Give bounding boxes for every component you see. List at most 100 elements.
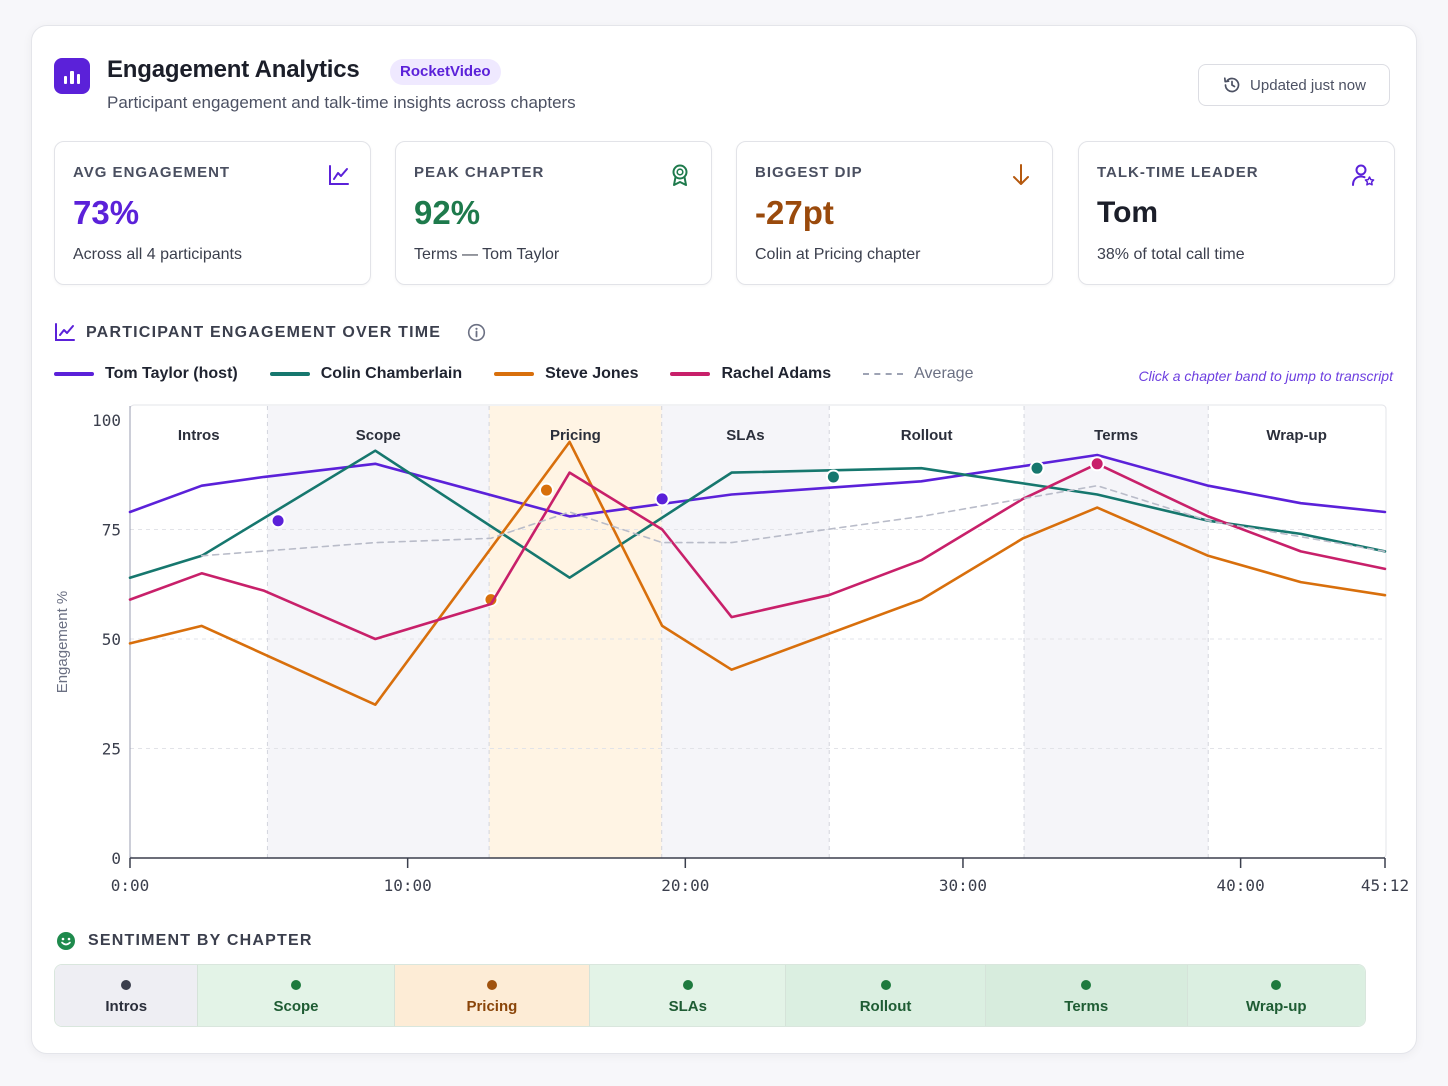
y-tick-label: 50 [102,630,121,649]
sentiment-dot [682,980,693,990]
arrow-down-icon [1013,164,1029,185]
chapter-label[interactable]: Wrap-up [1266,427,1327,444]
series-marker[interactable] [654,491,670,507]
page-title: Engagement Analytics [107,56,360,83]
updated-button[interactable]: Updated just now [1198,64,1390,106]
page-subtitle: Participant engagement and talk-time ins… [107,93,576,112]
chapter-label[interactable]: Rollout [901,427,953,444]
series-marker[interactable] [1029,460,1045,476]
sentiment-dot [1081,980,1092,990]
chapter-band-wrap-up[interactable] [1208,406,1385,858]
brand-badge: RocketVideo [390,59,501,85]
x-tick-label: 10:00 [384,876,432,895]
series-line-steve-jones[interactable] [128,440,1387,706]
legend-item[interactable]: Tom Taylor (host) [54,365,238,383]
chapter-band-intros[interactable] [130,406,267,858]
series-marker[interactable] [1089,456,1105,472]
series-line-colin-chamberlain[interactable] [128,449,1387,579]
chapter-band-slas[interactable] [661,406,830,858]
sentiment-chapter-terms[interactable]: Terms [985,965,1188,1026]
stat-label: PEAK CHAPTER [414,164,545,181]
legend-label: Steve Jones [545,365,639,382]
series-line-average[interactable] [200,484,1386,557]
stat-label: BIGGEST DIP [755,164,863,181]
legend-item[interactable]: Colin Chamberlain [269,365,463,383]
stat-card-talk-time-leader: TALK-TIME LEADER Tom 38% of total call t… [1078,141,1395,285]
user-star-icon [1352,164,1375,186]
engagement-section-title: PARTICIPANT ENGAGEMENT OVER TIME [86,324,442,341]
history-icon [1223,77,1240,93]
sentiment-chapter-label: SLAs [668,998,707,1015]
sentiment-chapter-label: Scope [273,998,319,1015]
legend-label: Colin Chamberlain [320,365,463,382]
sentiment-dot [1271,980,1282,990]
legend-item[interactable]: Rachel Adams [670,365,831,383]
sentiment-chapter-label: Intros [105,998,148,1015]
sentiment-dot [121,980,132,990]
series-line-rachel-adams[interactable] [128,462,1387,641]
line-chart-icon [55,323,75,341]
sentiment-chapter-label: Terms [1064,998,1109,1015]
sentiment-bar: Intros Scope Pricing SLAs Rollout Terms Wrap-u… [54,964,1366,1027]
legend-swatch [863,373,904,375]
sentiment-chapter-label: Pricing [466,998,518,1015]
series-marker[interactable] [538,482,554,498]
x-tick-label: 20:00 [661,876,709,895]
sentiment-dot [880,980,891,990]
sentiment-chapter-rollout[interactable]: Rollout [786,965,986,1026]
chart-legend: Tom Taylor (host) Colin Chamberlain Stev… [54,362,1005,386]
stat-sub: Terms — Tom Taylor [414,246,560,263]
stat-value: Tom [1097,196,1159,229]
stat-card-peak-chapter: PEAK CHAPTER 92% Terms — Tom Taylor [395,141,712,285]
y-tick-label: 75 [102,521,121,540]
legend-swatch [54,372,94,376]
updated-label: Updated just now [1250,76,1366,94]
x-tick-label: 0:00 [111,876,150,895]
chapter-label[interactable]: Scope [356,427,401,444]
award-icon [672,164,688,186]
chapter-band-terms[interactable] [1024,406,1209,858]
series-marker[interactable] [825,469,841,485]
x-tick-label: 40:00 [1217,876,1265,895]
chapter-band-rollout[interactable] [829,406,1024,858]
engagement-chart: Intros Scope Pricing SLAs Rollout Terms Wrap-u… [54,404,1409,895]
legend-label: Tom Taylor (host) [105,365,238,382]
stat-sub: Across all 4 participants [73,246,242,263]
x-tick-label: 30:00 [939,876,987,895]
stat-value: -27pt [755,194,834,231]
legend-swatch [269,372,310,376]
sentiment-chapter-scope[interactable]: Scope [198,965,395,1026]
y-tick-label: 0 [111,849,121,868]
chapter-label[interactable]: Intros [178,427,220,444]
stat-label: TALK-TIME LEADER [1097,164,1259,181]
line-chart-icon [329,165,349,185]
sentiment-chapter-pricing[interactable]: Pricing [394,965,591,1026]
stat-value: 73% [73,194,140,231]
legend-swatch [494,372,535,376]
stat-card-biggest-dip: BIGGEST DIP -27pt Colin at Pricing chapt… [736,141,1053,285]
chapter-band-scope[interactable] [267,406,490,858]
stat-sub: Colin at Pricing chapter [755,246,921,263]
chapter-label[interactable]: Pricing [550,427,601,444]
sentiment-chapter-slas[interactable]: SLAs [590,965,787,1026]
chart-hint: Click a chapter band to jump to transcri… [1138,368,1393,384]
stat-value: 92% [414,194,481,231]
stat-label: AVG ENGAGEMENT [73,164,231,181]
series-line-tom-taylor-host[interactable] [128,453,1387,518]
info-icon[interactable] [467,323,486,342]
stat-card-avg-engagement: AVG ENGAGEMENT 73% Across all 4 particip… [54,141,371,285]
chapter-label[interactable]: SLAs [726,427,764,444]
legend-item[interactable]: Steve Jones [494,365,638,383]
y-tick-label: 100 [92,411,121,430]
legend-swatch [670,372,711,376]
sentiment-chapter-label: Wrap-up [1246,998,1307,1015]
series-marker[interactable] [270,513,286,529]
legend-label: Average [914,365,974,382]
sentiment-chapter-wrap-up[interactable]: Wrap-up [1187,965,1365,1026]
sentiment-chapter-intros[interactable]: Intros [55,965,199,1026]
chapter-label[interactable]: Terms [1094,427,1138,444]
legend-item[interactable]: Average [863,365,973,383]
sentiment-chapter-label: Rollout [859,998,912,1015]
bar-chart-icon [54,58,90,94]
chapter-band-pricing[interactable] [489,406,662,858]
